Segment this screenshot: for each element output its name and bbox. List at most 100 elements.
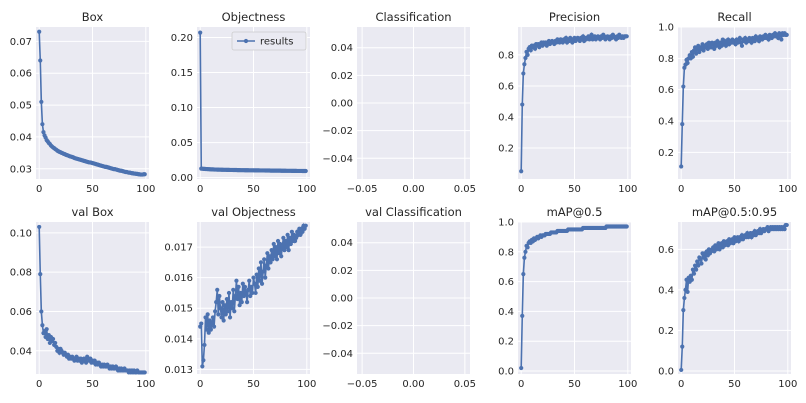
data-point — [298, 232, 303, 237]
data-point — [525, 245, 530, 250]
data-point — [519, 365, 524, 371]
data-point — [276, 251, 282, 256]
y-tick-label: 0.10 — [171, 103, 193, 114]
y-tick-label: 0.00 — [171, 173, 193, 184]
panel-title: Precision — [549, 10, 600, 24]
data-point — [689, 277, 694, 282]
data-point — [234, 278, 239, 283]
data-point — [260, 269, 266, 274]
data-point — [243, 290, 249, 296]
data-point — [705, 46, 710, 52]
panel-title: mAP@0.5 — [547, 205, 603, 219]
data-point — [701, 48, 706, 53]
data-point — [784, 222, 789, 228]
data-point — [265, 251, 270, 256]
y-tick-label: 0.0 — [498, 367, 514, 378]
legend: results — [231, 31, 307, 51]
y-tick-label: 0.06 — [10, 307, 32, 318]
data-point — [703, 257, 708, 262]
data-point — [303, 168, 308, 174]
data-point — [679, 367, 684, 373]
y-tick-label: 0.05 — [171, 138, 193, 149]
data-point — [268, 260, 273, 265]
data-point — [737, 35, 742, 41]
data-point — [699, 261, 704, 266]
data-point — [776, 35, 781, 41]
data-point — [40, 323, 45, 328]
subplot-5: 0.04 0.06 0.08 0.10 0 50 100 val Box — [10, 205, 156, 390]
x-tick-label: 0 — [678, 184, 684, 195]
data-point — [252, 281, 257, 286]
data-point — [231, 287, 236, 292]
data-point — [206, 330, 211, 335]
data-point — [208, 327, 213, 332]
y-tick-label: 0.15 — [171, 68, 193, 79]
x-tick-label: 50 — [247, 379, 260, 390]
y-tick-label: 0.6 — [658, 245, 674, 256]
data-point — [223, 312, 228, 317]
x-tick-label: 0.05 — [454, 379, 476, 390]
data-point — [258, 260, 264, 265]
panel-title: val Classification — [365, 205, 462, 219]
data-point — [766, 37, 771, 42]
subplot-4: 0.2 0.4 0.6 0.8 1.0 0 50 100 Recall — [658, 10, 797, 195]
data-point — [521, 272, 526, 277]
data-point — [213, 309, 218, 314]
data-point — [698, 257, 703, 262]
subplot-2: −0.04 −0.02 0.00 0.02 0.04 −0.05 0.00 0.05 Class… — [322, 10, 476, 195]
data-point — [532, 46, 538, 51]
x-tick-label: 0 — [197, 184, 203, 195]
data-point — [235, 296, 240, 302]
data-point — [259, 281, 265, 286]
data-point — [286, 248, 291, 253]
data-point — [203, 315, 208, 320]
data-point — [249, 284, 254, 289]
data-point — [681, 84, 686, 89]
data-point — [142, 172, 147, 177]
data-point — [254, 272, 259, 277]
data-point — [696, 263, 701, 268]
data-point — [247, 278, 252, 283]
y-tick-label: 0.2 — [498, 337, 514, 348]
x-tick-label: 0 — [36, 184, 42, 195]
data-point — [739, 43, 745, 48]
y-tick-label: 0.4 — [658, 117, 674, 128]
data-point — [681, 308, 686, 313]
y-tick-label: 0.04 — [10, 132, 32, 143]
data-point — [278, 241, 283, 247]
data-point — [224, 296, 229, 302]
x-tick-label: 100 — [136, 184, 155, 195]
data-point — [229, 300, 234, 305]
data-point — [204, 327, 209, 332]
data-point — [217, 293, 222, 299]
y-tick-label: 0.016 — [164, 273, 193, 284]
x-tick-label: 100 — [297, 379, 316, 390]
data-point — [253, 290, 258, 296]
data-point — [264, 263, 269, 268]
data-point — [239, 300, 244, 305]
data-point — [280, 244, 285, 250]
data-point — [202, 342, 207, 348]
data-point — [522, 255, 527, 260]
data-point — [756, 39, 762, 44]
y-tick-label: 0.02 — [331, 71, 353, 82]
y-tick-label: 0.00 — [331, 294, 353, 305]
data-point — [219, 315, 224, 320]
y-tick-label: 0.20 — [171, 33, 193, 44]
data-point — [266, 266, 271, 271]
data-point — [275, 238, 281, 244]
x-tick-label: 0.00 — [402, 184, 424, 195]
x-tick-label: 50 — [86, 379, 99, 390]
y-tick-label: 0.02 — [331, 266, 353, 277]
x-tick-label: 50 — [568, 379, 581, 390]
data-point — [691, 271, 697, 276]
data-point — [39, 309, 44, 314]
data-point — [250, 290, 255, 296]
data-point — [279, 254, 284, 259]
subplot-6: 0.013 0.014 0.015 0.016 0.017 0 50 100 val Objec… — [164, 205, 316, 390]
data-point — [779, 37, 784, 42]
x-tick-label: −0.05 — [347, 379, 378, 390]
data-point — [708, 45, 714, 50]
data-point — [218, 306, 223, 311]
data-point — [37, 224, 42, 230]
